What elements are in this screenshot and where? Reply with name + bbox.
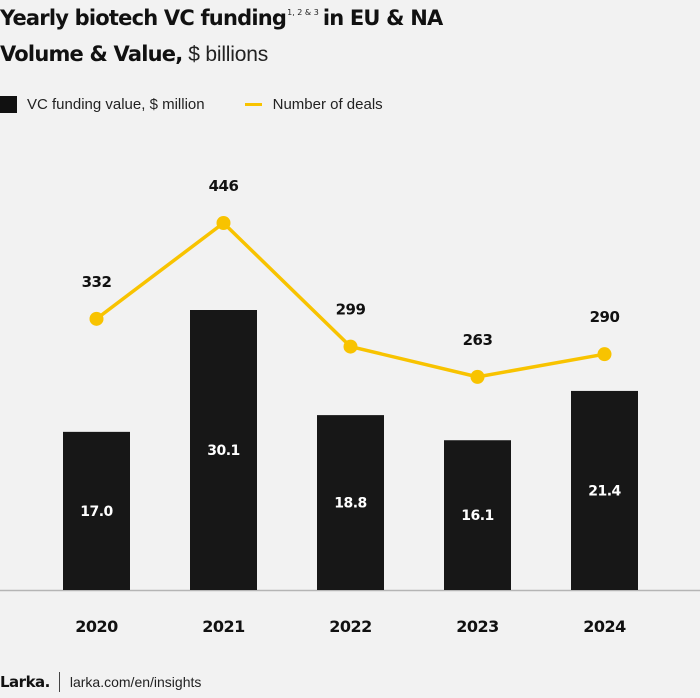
bar-2023 bbox=[444, 440, 511, 590]
deals-label-2020: 332 bbox=[82, 273, 112, 291]
deals-point-2023 bbox=[470, 369, 485, 384]
footer-url[interactable]: larka.com/en/insights bbox=[69, 674, 202, 690]
chart-subtitle: Volume & Value, $ billions bbox=[0, 42, 268, 67]
deals-point-2024 bbox=[597, 347, 612, 362]
deals-point-2020 bbox=[89, 311, 104, 326]
bar-label-2023: 16.1 bbox=[461, 508, 494, 524]
legend: VC funding value, $ million Number of de… bbox=[0, 96, 383, 113]
bar-label-2020: 17.0 bbox=[80, 504, 113, 520]
footer: Larka. larka.com/en/insights bbox=[0, 672, 201, 692]
deals-point-2022 bbox=[343, 339, 358, 354]
x-tick-label-2020: 2020 bbox=[75, 617, 118, 636]
legend-line-label: Number of deals bbox=[272, 96, 383, 113]
bar-2024 bbox=[571, 390, 638, 590]
footer-divider bbox=[58, 672, 60, 692]
subtitle-bold: Volume & Value, bbox=[0, 42, 183, 66]
title-suffix: in EU & NA bbox=[322, 6, 443, 30]
x-tick-label-2022: 2022 bbox=[329, 617, 372, 636]
bar-label-2024: 21.4 bbox=[588, 483, 621, 499]
deals-label-2024: 290 bbox=[590, 308, 620, 326]
bar-label-2021: 30.1 bbox=[207, 443, 240, 459]
deals-label-2022: 299 bbox=[336, 301, 366, 319]
x-tick-label-2024: 2024 bbox=[583, 617, 626, 636]
bar-label-2022: 18.8 bbox=[334, 496, 367, 512]
bar-2021 bbox=[190, 310, 257, 590]
deals-point-2021 bbox=[216, 216, 231, 230]
legend-line-swatch bbox=[244, 103, 262, 106]
bar-2022 bbox=[317, 415, 384, 590]
deals-label-2021: 446 bbox=[209, 177, 239, 195]
bar-2020 bbox=[63, 431, 130, 590]
title-text: Yearly biotech VC funding bbox=[0, 6, 287, 30]
larka-logo: Larka. bbox=[0, 673, 50, 691]
deals-label-2023: 263 bbox=[463, 331, 493, 349]
legend-bar-label: VC funding value, $ million bbox=[27, 96, 205, 113]
title-footnote: 1, 2 & 3 bbox=[287, 8, 319, 17]
subtitle-units: $ billions bbox=[188, 43, 268, 66]
legend-bar-swatch bbox=[0, 96, 17, 113]
x-tick-label-2021: 2021 bbox=[202, 617, 245, 636]
chart-title: Yearly biotech VC funding1, 2 & 3 in EU &… bbox=[0, 6, 443, 30]
x-tick-label-2023: 2023 bbox=[456, 617, 499, 636]
